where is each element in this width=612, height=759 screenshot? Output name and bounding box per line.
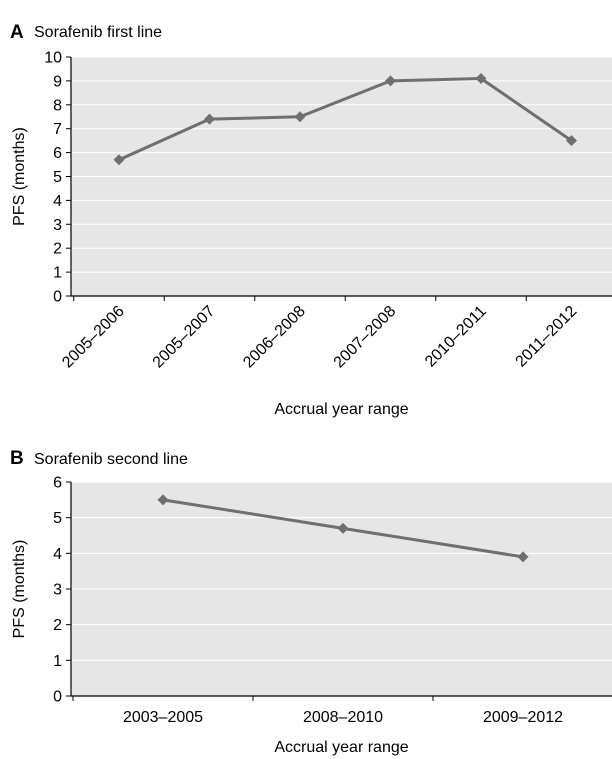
y-tick-label: 8: [53, 97, 62, 114]
y-tick-label: 2: [53, 241, 62, 258]
y-tick-label: 0: [53, 689, 62, 706]
x-tick-label: 2005–2007: [150, 303, 219, 372]
y-tick-label: 3: [53, 582, 62, 599]
chart-title: Sorafenib first line: [34, 24, 162, 41]
x-tick-label: 2011–2012: [513, 303, 581, 371]
y-tick-label: 2: [53, 617, 62, 634]
y-tick-label: 3: [53, 217, 62, 234]
y-tick-label: 4: [53, 193, 62, 210]
data-point-marker: [337, 522, 349, 534]
data-point-marker: [294, 111, 306, 123]
y-tick-label: 5: [53, 510, 62, 527]
x-tick-label: 2005–2006: [59, 303, 128, 372]
x-tick-label: 2006–2008: [240, 303, 309, 372]
y-tick-label: 7: [53, 121, 62, 138]
x-axis-title: Accrual year range: [274, 739, 408, 756]
y-tick-label: 4: [53, 546, 62, 563]
y-tick-label: 6: [53, 145, 62, 162]
y-tick-label: 10: [44, 50, 62, 67]
data-point-marker: [204, 113, 215, 125]
x-tick-label: 2009–2012: [483, 709, 563, 726]
panel-letter: B: [10, 448, 24, 469]
data-point-marker: [566, 135, 577, 147]
y-tick-label: 1: [53, 653, 62, 670]
data-point-marker: [517, 551, 529, 563]
y-axis-title: PFS (months): [11, 127, 28, 226]
y-axis-title: PFS (months): [11, 540, 28, 639]
data-point-marker: [385, 75, 396, 87]
x-tick-label: 2008–2010: [303, 709, 383, 726]
y-tick-label: 6: [53, 475, 62, 492]
y-tick-label: 9: [53, 73, 62, 90]
series-line: [118, 77, 573, 162]
data-point-marker: [475, 73, 487, 85]
x-axis-title: Accrual year range: [274, 401, 408, 418]
x-tick-label: 2010–2011: [422, 303, 490, 371]
x-tick-label: 2003–2005: [123, 709, 203, 726]
y-tick-label: 0: [53, 289, 62, 306]
chart-title: Sorafenib second line: [34, 451, 188, 468]
chart-panel-b: B Sorafenib second line 0 1 2 3 4 5 6 2003–2005 20…: [10, 448, 612, 756]
x-tick-label: 2007–2008: [331, 303, 400, 372]
data-point-marker: [157, 494, 169, 506]
data-point-marker: [113, 154, 125, 166]
chart-panel-a: A Sorafenib first line 0 1 2 3 4 5 6 7 8 9 10 2005–20…: [10, 22, 612, 418]
y-tick-label: 1: [53, 265, 62, 282]
y-tick-label: 5: [53, 169, 62, 186]
panel-letter: A: [10, 22, 24, 43]
